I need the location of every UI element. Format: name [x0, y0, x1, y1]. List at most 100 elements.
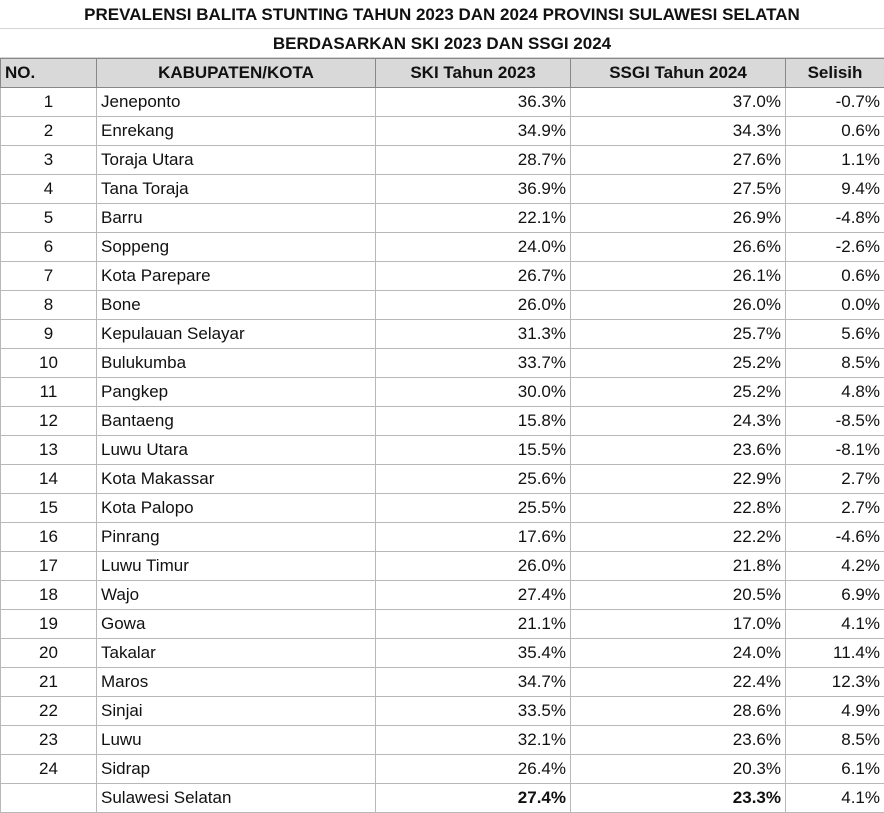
table-cell: 23 — [0, 725, 97, 755]
table-cell: 6.9% — [785, 580, 884, 610]
data-table: NO. KABUPATEN/KOTA SKI Tahun 2023 SSGI T… — [0, 58, 884, 813]
table-cell: Sidrap — [96, 754, 376, 784]
table-cell: 4.1% — [785, 609, 884, 639]
table-cell: -8.1% — [785, 435, 884, 465]
table-cell: 22.1% — [375, 203, 571, 233]
table-row: 18 Wajo 27.4% 20.5% 6.9% — [0, 580, 884, 610]
table-cell: 24.0% — [375, 232, 571, 262]
table-cell: Kota Parepare — [96, 261, 376, 291]
table-cell: 4.8% — [785, 377, 884, 407]
table-cell: 8.5% — [785, 348, 884, 378]
column-header: NO. — [0, 58, 97, 88]
table-cell: 20.5% — [570, 580, 786, 610]
table-cell: 11 — [0, 377, 97, 407]
table-cell: 4.1% — [785, 783, 884, 813]
table-cell: 26.1% — [570, 261, 786, 291]
table-cell: 9.4% — [785, 174, 884, 204]
table-row: 23 Luwu 32.1% 23.6% 8.5% — [0, 725, 884, 755]
table-cell: 26.0% — [375, 551, 571, 581]
table-cell: 2 — [0, 116, 97, 146]
table-cell: 15 — [0, 493, 97, 523]
title-line: PREVALENSI BALITA STUNTING TAHUN 2023 DA… — [0, 0, 884, 29]
table-cell: -4.8% — [785, 203, 884, 233]
table-cell: 27.4% — [375, 783, 571, 813]
table-cell: 27.4% — [375, 580, 571, 610]
table-cell: Barru — [96, 203, 376, 233]
table-cell: 22.4% — [570, 667, 786, 697]
table-cell: 17 — [0, 551, 97, 581]
column-header: KABUPATEN/KOTA — [96, 58, 376, 88]
table-cell: 14 — [0, 464, 97, 494]
table-row: 13 Luwu Utara 15.5% 23.6% -8.1% — [0, 435, 884, 465]
table-cell: Jeneponto — [96, 87, 376, 117]
table-cell: 23.3% — [570, 783, 786, 813]
table-cell: 28.7% — [375, 145, 571, 175]
table-cell: 23.6% — [570, 435, 786, 465]
table-cell: Kota Makassar — [96, 464, 376, 494]
table-row: 1 Jeneponto 36.3% 37.0% -0.7% — [0, 87, 884, 117]
table-cell: 1 — [0, 87, 97, 117]
table-cell: 12 — [0, 406, 97, 436]
table-cell: 22.2% — [570, 522, 786, 552]
table-cell: Sinjai — [96, 696, 376, 726]
table-cell: 28.6% — [570, 696, 786, 726]
table-cell: 31.3% — [375, 319, 571, 349]
table-row: 2 Enrekang 34.9% 34.3% 0.6% — [0, 116, 884, 146]
table-body: 1 Jeneponto 36.3% 37.0% -0.7% 2 Enrekang 34.9% 3… — [0, 87, 884, 813]
table-row: 3 Toraja Utara 28.7% 27.6% 1.1% — [0, 145, 884, 175]
table-row: 17 Luwu Timur 26.0% 21.8% 4.2% — [0, 551, 884, 581]
table-cell: Bantaeng — [96, 406, 376, 436]
table-row: 14 Kota Makassar 25.6% 22.9% 2.7% — [0, 464, 884, 494]
table-cell — [0, 783, 97, 813]
table-cell: Sulawesi Selatan — [96, 783, 376, 813]
table-cell: 21 — [0, 667, 97, 697]
table-row: 5 Barru 22.1% 26.9% -4.8% — [0, 203, 884, 233]
table-cell: -4.6% — [785, 522, 884, 552]
table-row: 11 Pangkep 30.0% 25.2% 4.8% — [0, 377, 884, 407]
table-cell: Bulukumba — [96, 348, 376, 378]
table-cell: 24.0% — [570, 638, 786, 668]
table-cell: 20.3% — [570, 754, 786, 784]
table-cell: 27.6% — [570, 145, 786, 175]
table-cell: 26.0% — [570, 290, 786, 320]
table-row: 4 Tana Toraja 36.9% 27.5% 9.4% — [0, 174, 884, 204]
table-cell: 0.6% — [785, 116, 884, 146]
table-cell: 15.8% — [375, 406, 571, 436]
table-row: 8 Bone 26.0% 26.0% 0.0% — [0, 290, 884, 320]
table-cell: 9 — [0, 319, 97, 349]
table-cell: 1.1% — [785, 145, 884, 175]
table-cell: 35.4% — [375, 638, 571, 668]
column-header: SSGI Tahun 2024 — [570, 58, 786, 88]
table-cell: 33.7% — [375, 348, 571, 378]
table-cell: 34.3% — [570, 116, 786, 146]
table-cell: 17.6% — [375, 522, 571, 552]
table-cell: Luwu Timur — [96, 551, 376, 581]
table-cell: Wajo — [96, 580, 376, 610]
table-row: 10 Bulukumba 33.7% 25.2% 8.5% — [0, 348, 884, 378]
table-row: 9 Kepulauan Selayar 31.3% 25.7% 5.6% — [0, 319, 884, 349]
table-cell: -2.6% — [785, 232, 884, 262]
table-cell: 25.6% — [375, 464, 571, 494]
table-cell: Pangkep — [96, 377, 376, 407]
table-cell: Toraja Utara — [96, 145, 376, 175]
header-row: NO. KABUPATEN/KOTA SKI Tahun 2023 SSGI T… — [0, 58, 884, 88]
table-cell: 8.5% — [785, 725, 884, 755]
table-cell: 16 — [0, 522, 97, 552]
table-cell: -8.5% — [785, 406, 884, 436]
table-cell: 4.9% — [785, 696, 884, 726]
table-cell: 6.1% — [785, 754, 884, 784]
table-cell: 27.5% — [570, 174, 786, 204]
table-cell: 4 — [0, 174, 97, 204]
table-cell: 5 — [0, 203, 97, 233]
table-cell: 37.0% — [570, 87, 786, 117]
total-row: Sulawesi Selatan 27.4% 23.3% 4.1% — [0, 783, 884, 813]
table-cell: 20 — [0, 638, 97, 668]
table-row: 21 Maros 34.7% 22.4% 12.3% — [0, 667, 884, 697]
column-header: Selisih — [785, 58, 884, 88]
table-cell: 34.7% — [375, 667, 571, 697]
table-cell: 25.7% — [570, 319, 786, 349]
table-cell: 15.5% — [375, 435, 571, 465]
table-cell: 10 — [0, 348, 97, 378]
table-cell: 21.8% — [570, 551, 786, 581]
